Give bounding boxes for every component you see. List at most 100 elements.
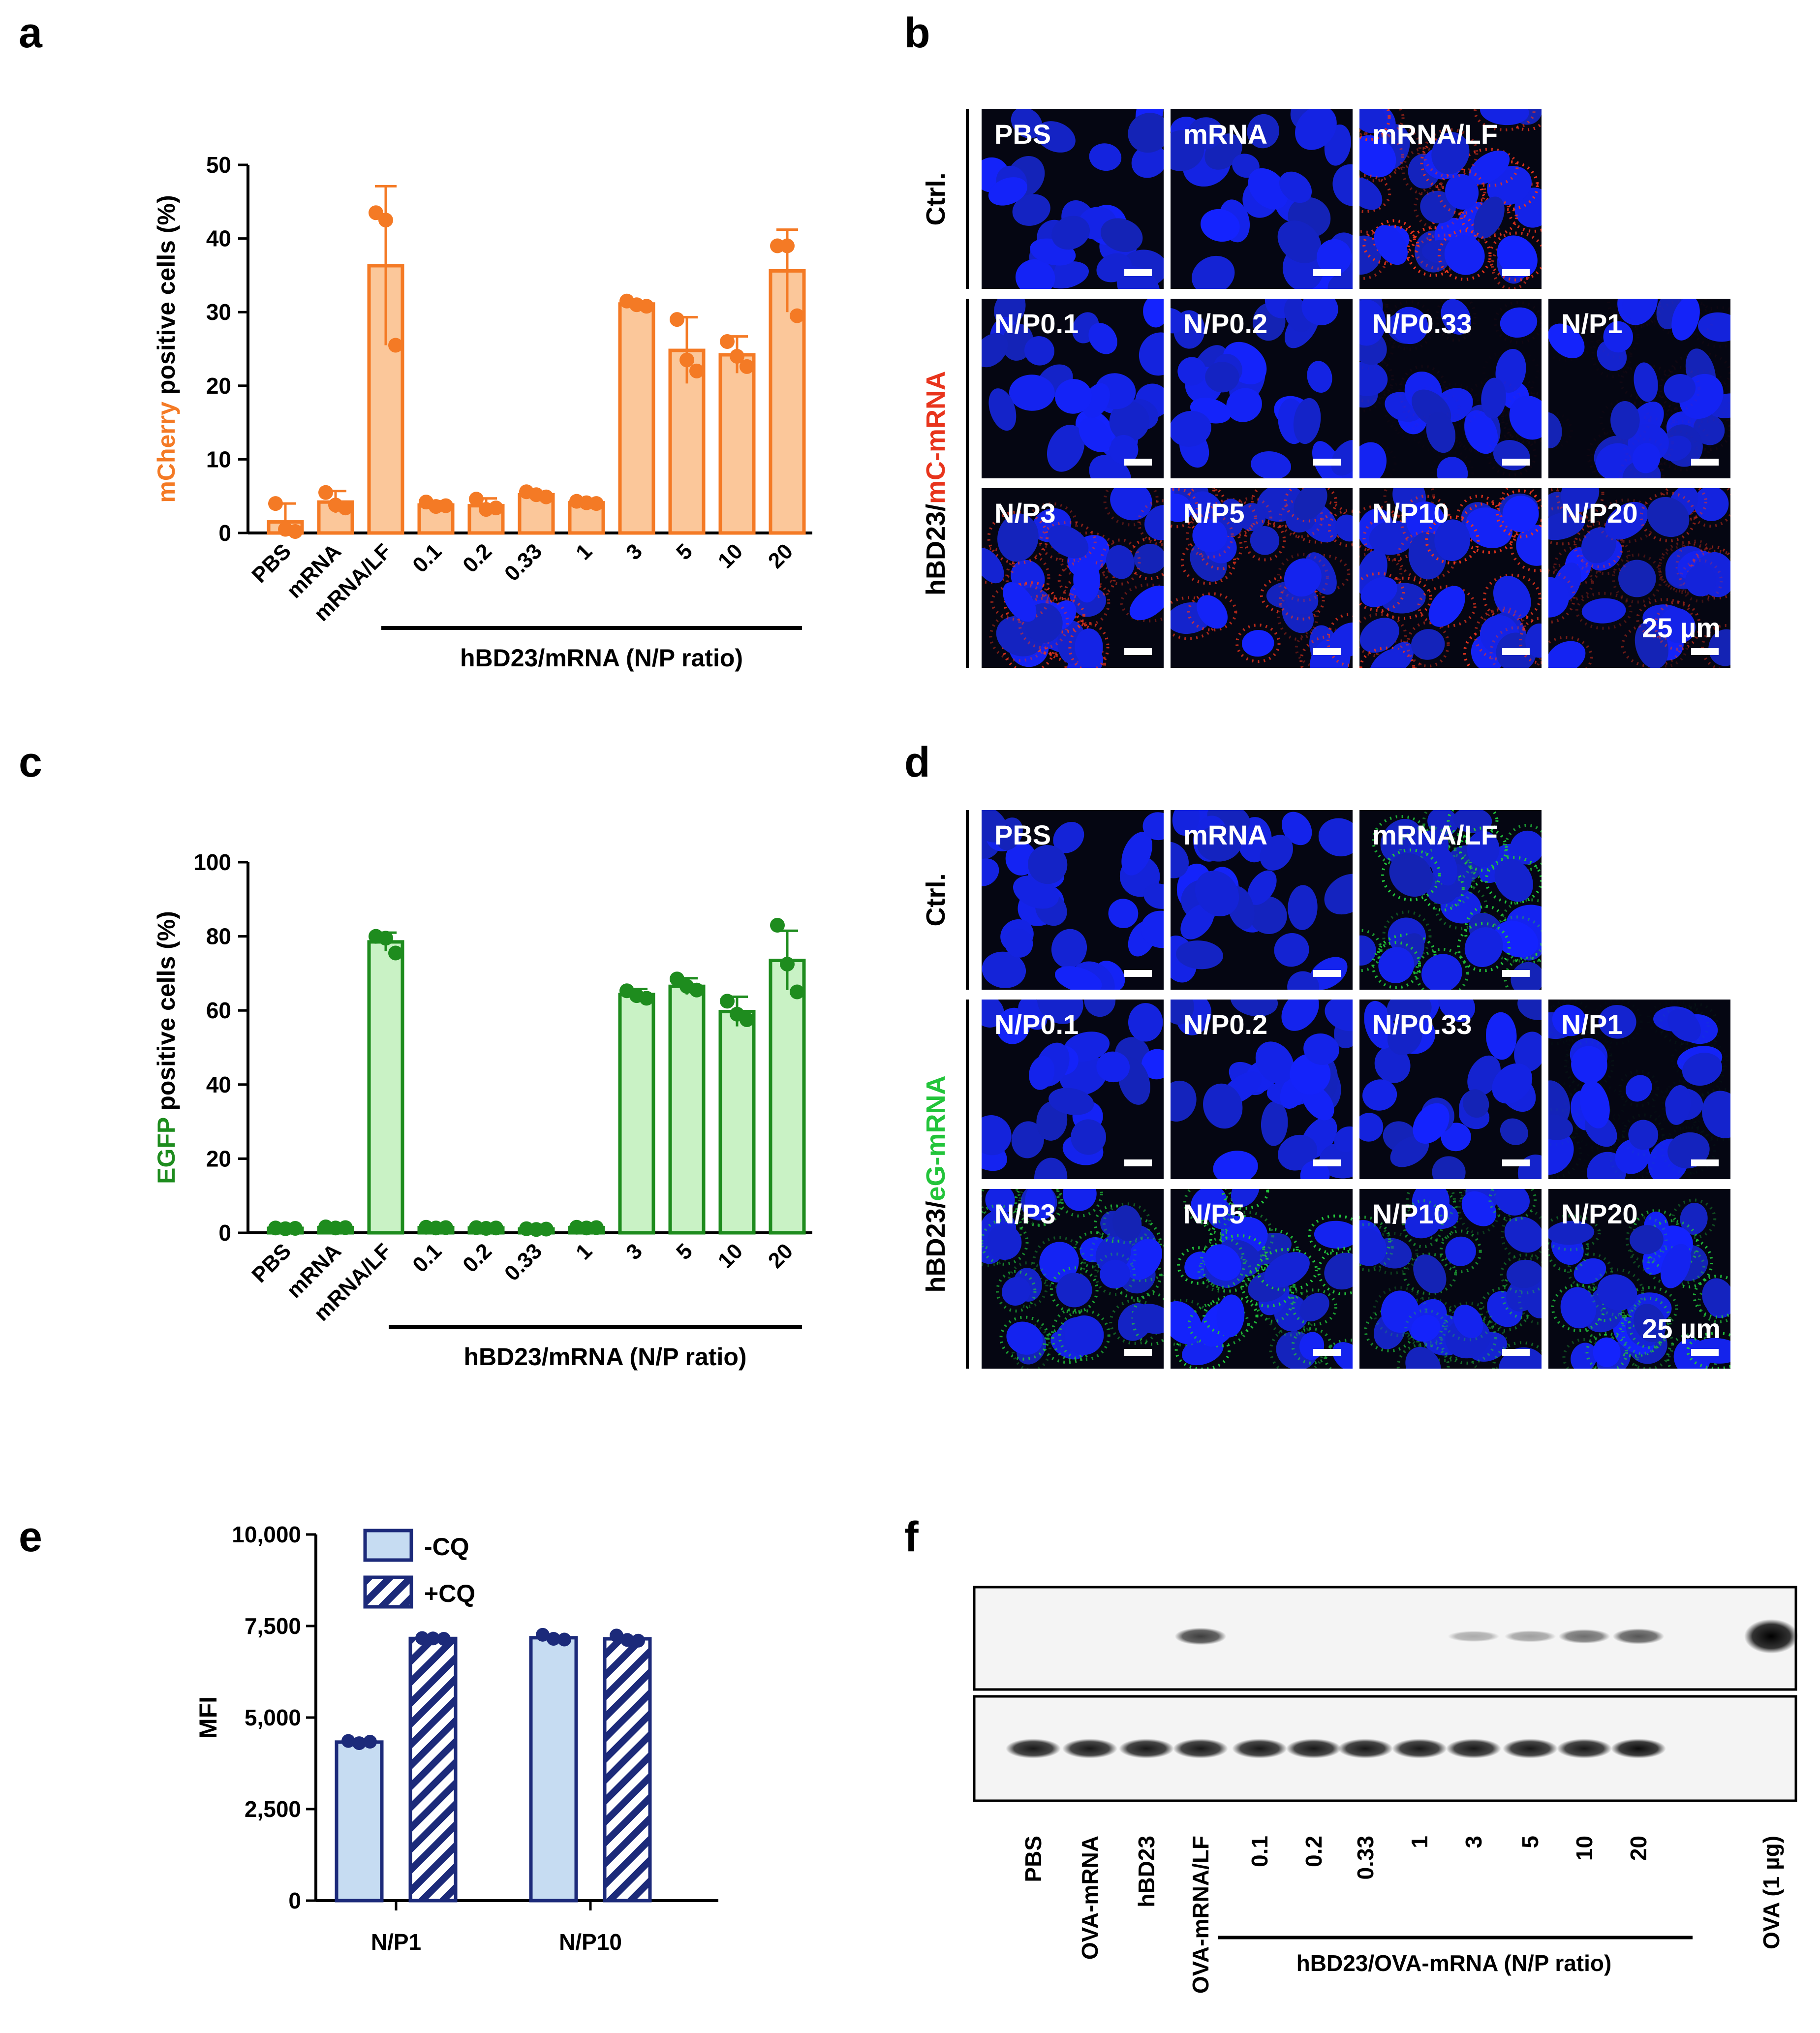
cytoplasm-signal: [1324, 1339, 1353, 1369]
nucleus: [1250, 526, 1280, 555]
nucleus: [1100, 1259, 1131, 1289]
cytoplasm-signal: [1359, 1222, 1394, 1272]
nucleus: [1051, 929, 1087, 969]
nucleus: [1247, 114, 1279, 149]
cytoplasm-signal: [1567, 1252, 1613, 1290]
nucleus: [1142, 812, 1164, 841]
cytoplasm-signal: [1625, 1216, 1668, 1263]
cytoplasm-signal: [1548, 570, 1576, 624]
nucleus: [1464, 410, 1498, 454]
bar: [529, 1636, 578, 1903]
x-tick-label: 0.1: [408, 1239, 446, 1277]
cytoplasm-signal: [1422, 128, 1479, 179]
x-tick-label: 0.2: [458, 539, 496, 577]
nucleus: [1132, 1304, 1164, 1334]
nucleus: [1428, 586, 1465, 627]
microscopy-panel-d: Ctrl. hBD23/eG-mRNA PBS mRNA mRNA/LF N/P0.1 N/…: [921, 810, 1730, 1369]
nucleus: [1548, 1114, 1573, 1140]
lane-label: 5: [1517, 1836, 1543, 1848]
y-tick-label: 0: [218, 1220, 231, 1246]
lane-label: 0.1: [1247, 1836, 1272, 1867]
cytoplasm-signal: [1612, 553, 1663, 604]
nucleus: [1510, 830, 1542, 865]
panel-letter-d: d: [904, 739, 930, 786]
micrograph-cells: [982, 810, 1164, 990]
nucleus: [1667, 1009, 1701, 1042]
data-point: [388, 338, 403, 353]
nucleus: [1062, 1189, 1097, 1211]
blot-band-ova: [1558, 1629, 1610, 1644]
nucleus: [1374, 225, 1408, 265]
cytoplasm-signal: [1359, 299, 1388, 333]
micrograph-tile: mRNA: [1171, 109, 1353, 289]
cytoplasm-signal: [1439, 1229, 1482, 1274]
cytoplasm-signal: [1417, 846, 1471, 885]
micrograph-cells: [1548, 1198, 1730, 1369]
nucleus: [1047, 425, 1085, 472]
nucleus: [1406, 501, 1446, 542]
data-point: [469, 492, 484, 507]
data-point: [790, 984, 804, 1000]
x-tick-label: N/P10: [559, 1929, 622, 1955]
nucleus: [1110, 488, 1152, 521]
nucleus: [1708, 629, 1730, 666]
blot-band-loading: [1006, 1739, 1061, 1758]
micrograph-tile: N/P5: [1171, 488, 1353, 668]
nucleus: [1282, 812, 1312, 845]
nucleus: [1667, 1132, 1710, 1169]
bar: [408, 1636, 458, 1903]
micrograph-tile: N/P3: [982, 488, 1164, 668]
x-tick-label: 5: [672, 539, 697, 564]
micrograph-cells: [1171, 1000, 1353, 1179]
micrograph-label: mRNA: [1183, 119, 1267, 150]
nucleus: [1427, 810, 1458, 837]
ctrl-row-label: Ctrl.: [921, 874, 951, 927]
nucleus: [1359, 299, 1386, 346]
data-point: [415, 1631, 429, 1645]
nucleus: [1331, 440, 1353, 476]
blot-band-loading: [1173, 1739, 1228, 1758]
x-tick-label: 20: [764, 1239, 798, 1273]
x-tick-label: 5: [672, 1239, 697, 1264]
nucleus: [1203, 1083, 1243, 1129]
nucleus: [1325, 1000, 1353, 1032]
nucleus: [1293, 398, 1321, 444]
bar: [718, 1009, 756, 1235]
nucleus: [1467, 831, 1500, 868]
nucleus: [1274, 933, 1309, 967]
cytoplasm-signal: [1235, 624, 1281, 663]
nucleus: [1029, 1056, 1055, 1090]
micrograph-tile: N/P10: [1359, 1189, 1542, 1369]
micrograph-label: N/P0.1: [994, 1009, 1079, 1040]
scale-bar: [1691, 1159, 1719, 1166]
nucleus: [1461, 1191, 1497, 1226]
nucleus: [1226, 388, 1262, 422]
micrograph-tile: mRNA/LF: [1359, 109, 1542, 289]
blot-band-loading: [1446, 1739, 1501, 1758]
lane-label: PBS: [1020, 1836, 1046, 1882]
x-axis-label: hBD23/mRNA (N/P ratio): [463, 1343, 746, 1371]
y-tick-label: 80: [206, 924, 231, 949]
cytoplasm-signal: [1381, 848, 1441, 902]
cytoplasm-signal: [1459, 148, 1519, 188]
cytoplasm-signal: [1435, 299, 1477, 342]
cytoplasm-signal: [1551, 1283, 1606, 1332]
nucleus: [1603, 321, 1634, 353]
micrograph-label: N/P5: [1183, 498, 1245, 529]
group-row-label: hBD23/mC-mRNA: [921, 371, 951, 595]
nucleus: [1495, 348, 1526, 393]
data-point: [790, 308, 804, 323]
micrograph-tile: N/P10: [1359, 488, 1542, 668]
cytoplasm-signal: [1679, 559, 1723, 603]
nucleus: [1504, 1217, 1542, 1253]
y-axis-label-colored: mCherry: [153, 402, 180, 503]
cytoplasm-signal: [1292, 1288, 1337, 1326]
data-point: [341, 1734, 355, 1748]
y-axis-label-rest: positive cells (%): [153, 911, 180, 1118]
y-tick-label: 100: [193, 849, 231, 875]
cytoplasm-signal: [1402, 1252, 1457, 1295]
y-tick-label: 20: [206, 373, 231, 399]
scale-bar: [1124, 459, 1152, 466]
cytoplasm-signal: [1582, 1291, 1625, 1343]
nucleus: [1028, 844, 1068, 884]
